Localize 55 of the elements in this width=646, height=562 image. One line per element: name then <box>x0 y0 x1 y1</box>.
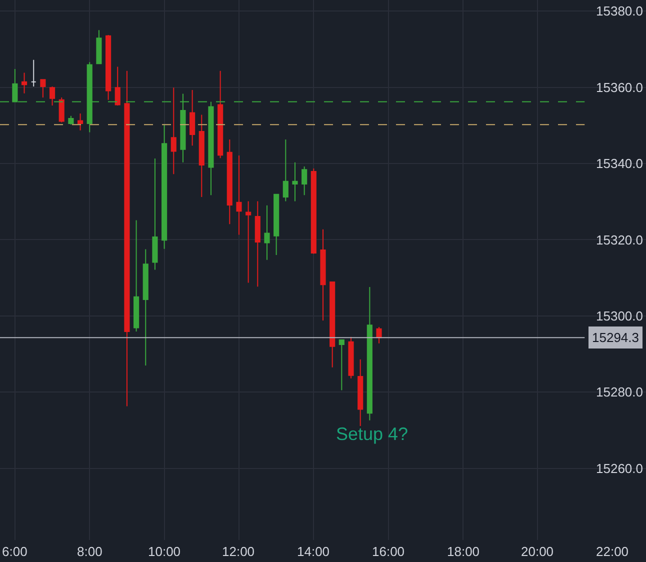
candlestick <box>68 115 74 126</box>
candlestick <box>106 34 112 100</box>
candlestick <box>366 286 372 421</box>
x-tick-label: 14:00 <box>297 544 330 559</box>
candlestick <box>218 70 224 159</box>
candlestick <box>114 66 120 106</box>
y-tick-label: 15260.0 <box>596 460 643 476</box>
candlestick <box>330 282 336 368</box>
candlestick <box>21 72 28 94</box>
candlestick <box>320 228 326 321</box>
candlestick <box>30 59 36 88</box>
candlestick <box>274 194 280 256</box>
x-tick-label: 6:00 <box>2 544 28 559</box>
ref-line-label: 15294.3 <box>592 330 639 345</box>
x-tick-label: 12:00 <box>222 544 255 559</box>
candlestick <box>358 358 364 427</box>
candlestick <box>338 339 344 391</box>
candlestick <box>152 158 158 270</box>
candlestick <box>134 220 140 332</box>
candlestick <box>96 30 102 64</box>
candlestick <box>292 162 298 202</box>
y-tick-label: 15320.0 <box>596 232 643 248</box>
x-tick-label: 16:00 <box>372 544 405 559</box>
y-tick-label: 15340.0 <box>596 156 643 172</box>
x-tick-label: 20:00 <box>521 544 554 559</box>
candlestick <box>348 336 354 379</box>
annotation: Setup 4? <box>336 424 408 444</box>
candlestick <box>226 138 232 225</box>
x-tick-label: 22:00 <box>596 544 629 559</box>
candlestick <box>162 124 168 250</box>
y-tick-label: 15360.0 <box>596 80 643 95</box>
candlestick <box>254 200 260 288</box>
candlestick <box>190 89 196 146</box>
candlestick <box>170 87 176 175</box>
candlestick <box>142 248 148 366</box>
candlestick <box>282 138 288 202</box>
candlestick <box>198 114 204 198</box>
candlestick <box>310 168 316 254</box>
candlestick <box>302 166 308 196</box>
candlestick <box>78 113 84 131</box>
y-tick-label: 15380.0 <box>596 4 643 19</box>
candlestick <box>376 326 382 344</box>
x-tick-label: 10:00 <box>148 544 181 559</box>
candlestick <box>236 154 242 236</box>
candlestick <box>49 86 56 106</box>
x-tick-label: 8:00 <box>77 544 102 559</box>
candlestick <box>124 70 130 407</box>
candlestick <box>208 101 214 196</box>
y-tick-label: 15300.0 <box>596 308 643 324</box>
candlestick <box>264 204 270 260</box>
x-tick-label: 18:00 <box>447 544 480 559</box>
candlestick <box>40 79 46 98</box>
y-tick-label: 15280.0 <box>596 384 643 400</box>
candlestick <box>246 200 252 284</box>
candlestick <box>58 97 64 123</box>
